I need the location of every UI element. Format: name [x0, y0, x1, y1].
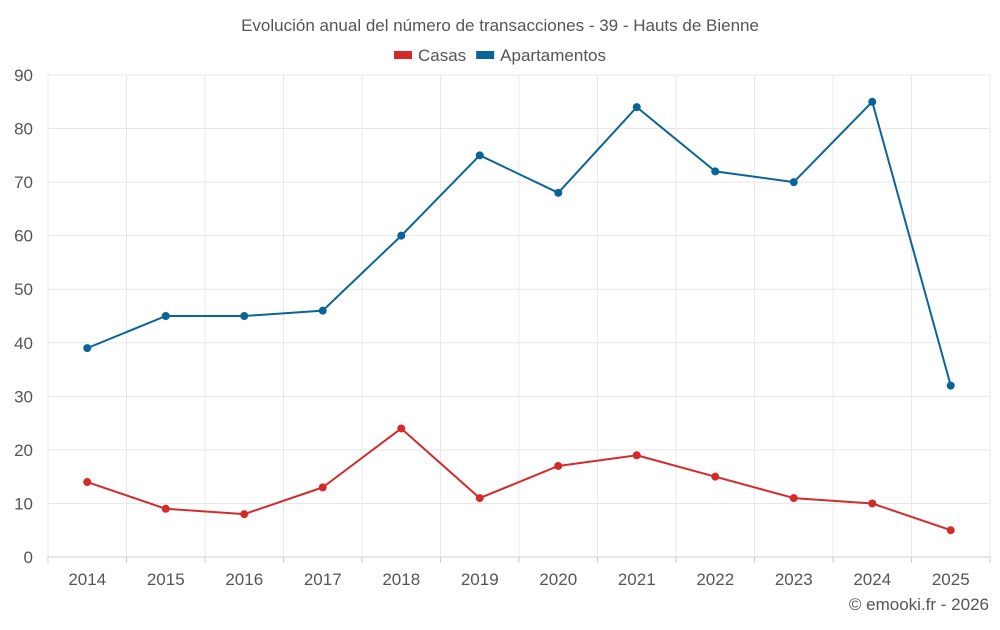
data-point-apartamentos[interactable] [83, 344, 92, 353]
legend: Casas Apartamentos [393, 46, 606, 65]
data-point-casas[interactable] [240, 510, 249, 519]
data-point-apartamentos[interactable] [397, 231, 406, 240]
data-point-apartamentos[interactable] [946, 381, 955, 390]
x-tick-label: 2014 [68, 570, 106, 589]
y-tick-label: 30 [14, 387, 33, 406]
axes [47, 556, 991, 563]
x-tick-label: 2018 [382, 570, 420, 589]
data-point-apartamentos[interactable] [161, 312, 170, 320]
legend-item-apartamentos[interactable]: Apartamentos [476, 46, 606, 65]
y-tick-label: 80 [14, 120, 33, 139]
x-tick-label: 2022 [696, 570, 734, 589]
data-point-casas[interactable] [475, 494, 484, 503]
x-tick-label: 2025 [932, 570, 970, 589]
data-point-casas[interactable] [83, 478, 92, 487]
data-point-apartamentos[interactable] [632, 103, 641, 112]
x-tick-label: 2024 [853, 570, 891, 589]
x-tick-label: 2015 [147, 570, 185, 589]
legend-item-casas[interactable]: Casas [393, 46, 466, 65]
y-tick-label: 40 [14, 334, 33, 353]
x-tick-label: 2023 [775, 570, 813, 589]
data-point-casas[interactable] [946, 526, 955, 535]
data-point-casas[interactable] [554, 461, 563, 470]
data-point-casas[interactable] [789, 494, 798, 503]
data-point-casas[interactable] [632, 451, 641, 460]
x-tick-label: 2017 [304, 570, 342, 589]
y-tick-label: 20 [14, 441, 33, 460]
legend-swatch [393, 51, 412, 59]
data-point-apartamentos[interactable] [789, 178, 798, 187]
y-tick-label: 50 [14, 280, 33, 299]
data-point-casas[interactable] [318, 483, 327, 492]
data-point-apartamentos[interactable] [868, 97, 877, 106]
series-layer [83, 97, 955, 535]
legend-label: Apartamentos [500, 46, 606, 65]
x-tick-label: 2021 [618, 570, 656, 589]
y-tick-label: 10 [14, 494, 33, 513]
x-tick-labels: 2014 2015 2016 2017 2018 2019 2020 2021 2022 2023… [68, 570, 969, 589]
data-point-casas[interactable] [161, 504, 170, 513]
x-tick-label: 2020 [539, 570, 577, 589]
x-tick-label: 2016 [225, 570, 263, 589]
series-line-apartamentos [86, 100, 952, 386]
data-point-casas[interactable] [868, 499, 877, 508]
data-point-apartamentos[interactable] [318, 306, 327, 315]
legend-label: Casas [418, 46, 466, 65]
y-tick-labels: 0 10 20 30 40 50 60 70 80 90 [14, 66, 33, 567]
series-casas [83, 424, 955, 535]
data-point-apartamentos[interactable] [240, 312, 249, 320]
data-point-apartamentos[interactable] [711, 167, 720, 176]
chart-title: Evolución anual del número de transaccio… [241, 16, 759, 35]
data-point-casas[interactable] [397, 424, 406, 433]
data-point-casas[interactable] [711, 472, 720, 481]
y-tick-label: 60 [14, 227, 33, 246]
y-tick-label: 90 [14, 66, 33, 85]
legend-swatch [476, 51, 495, 59]
credit-text: © emooki.fr - 2026 [849, 595, 989, 614]
x-gridlines [47, 75, 991, 557]
y-tick-label: 0 [24, 548, 33, 567]
series-line-casas [86, 427, 952, 532]
data-point-apartamentos[interactable] [475, 151, 484, 160]
y-tick-label: 70 [14, 173, 33, 192]
series-apartamentos [83, 97, 955, 390]
x-tick-label: 2019 [461, 570, 499, 589]
data-point-apartamentos[interactable] [554, 188, 563, 197]
